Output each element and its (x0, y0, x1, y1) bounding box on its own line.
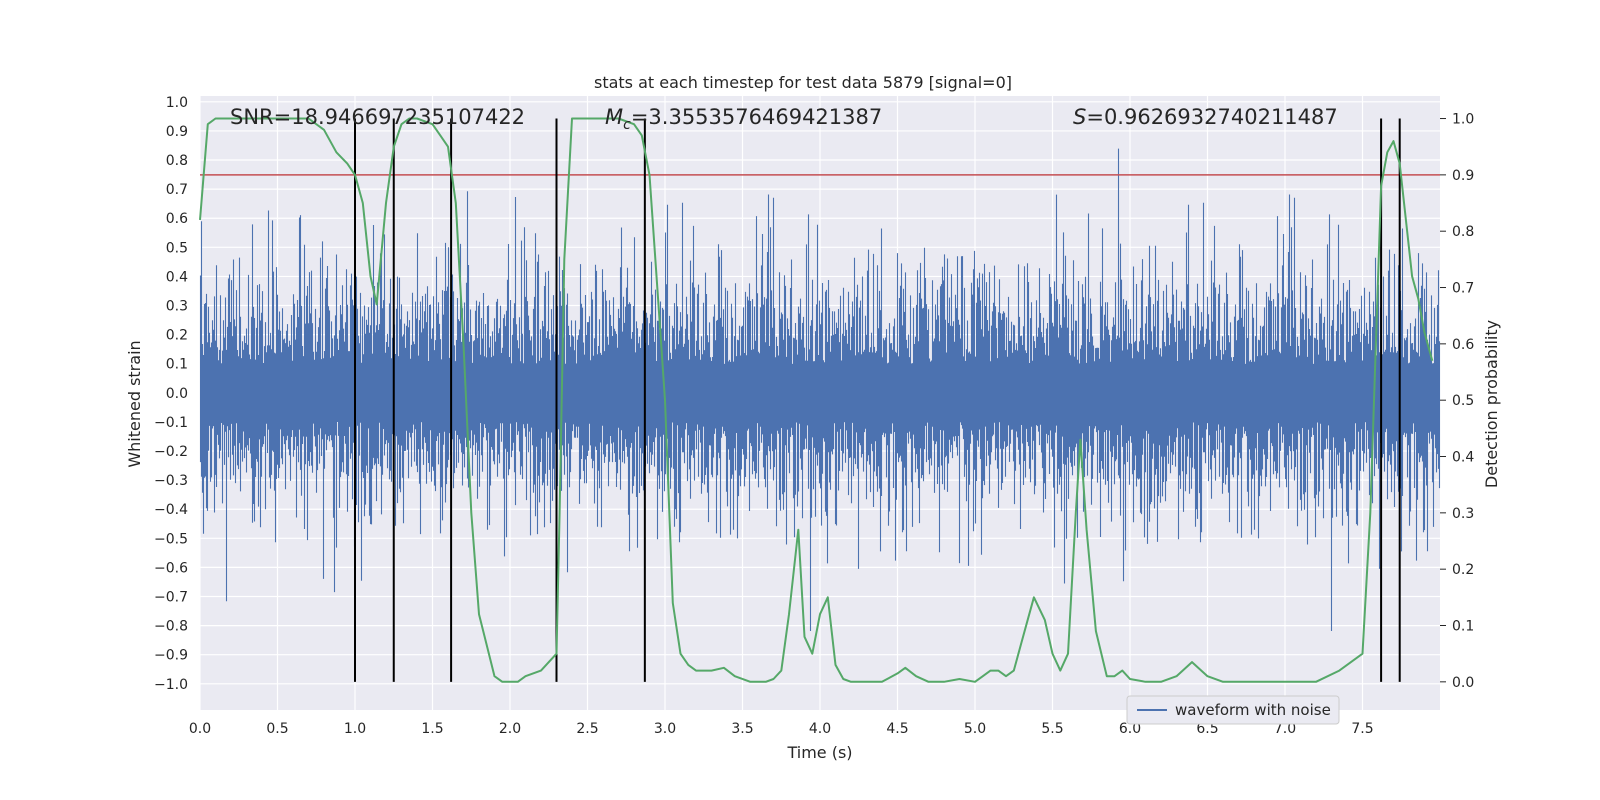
y-left-tick-label: 0.9 (166, 124, 188, 140)
legend-label: waveform with noise (1175, 701, 1331, 719)
x-tick-label: 3.0 (654, 721, 676, 737)
chirp-mass-subscript: c (623, 117, 631, 133)
probability-series (199, 117, 1434, 683)
y-left-tick-label: −0.3 (154, 473, 188, 489)
x-tick-label: 5.0 (964, 721, 986, 737)
y-right-tick-label: 0.0 (1452, 675, 1474, 691)
chart-title: stats at each timestep for test data 587… (594, 73, 1012, 92)
legend-box (1126, 695, 1340, 725)
y-left-tick-label: −0.4 (154, 502, 188, 518)
x-axis-ticks: 0.0 0.5 1.0 1.5 2.0 2.5 3.0 3.5 4.0 4.5 5.0 5.5 6.0 6… (189, 721, 1374, 737)
waveform-path (199, 148, 1441, 631)
y-left-tick-label: −0.2 (154, 444, 188, 460)
y-left-tick-label: −0.1 (154, 415, 188, 431)
probability-line (199, 117, 1434, 683)
y-right-axis-label: Detection probability (1482, 320, 1501, 488)
chirp-mass-annotation: Mc=3.3553576469421387 (605, 105, 882, 133)
waveform-series (199, 148, 1441, 631)
y-left-tick-label: 0.6 (166, 211, 188, 227)
y-left-tick-label: 0.7 (166, 182, 188, 198)
chirp-mass-value: =3.3553576469421387 (631, 105, 882, 129)
y-left-tick-label: 0.3 (166, 299, 188, 315)
y-left-tick-label: 0.5 (166, 240, 188, 256)
y-left-ticks: 1.0 0.9 0.8 0.7 0.6 0.5 0.4 0.3 0.2 0.1 0.0 −0.1 −0.… (154, 95, 188, 693)
y-right-tick-label: 0.2 (1452, 562, 1474, 578)
y-right-tick-label: 0.7 (1452, 281, 1474, 297)
x-tick-label: 1.0 (344, 721, 366, 737)
x-tick-label: 7.0 (1274, 721, 1296, 737)
x-tick-label: 1.5 (421, 721, 443, 737)
s-annotation: S=0.9626932740211487 (1073, 105, 1338, 129)
x-axis-label: Time (s) (786, 743, 852, 762)
y-left-tick-label: −0.9 (154, 648, 188, 664)
s-symbol: S (1073, 105, 1086, 129)
x-tick-label: 6.0 (1119, 721, 1141, 737)
y-left-tick-label: 1.0 (166, 95, 188, 111)
y-left-tick-label: −0.8 (154, 619, 188, 635)
s-value: =0.9626932740211487 (1086, 105, 1337, 129)
y-left-tick-label: 0.2 (166, 328, 188, 344)
y-left-tick-label: −0.6 (154, 560, 188, 576)
x-tick-label: 2.5 (576, 721, 598, 737)
y-right-tick-label: 0.4 (1452, 450, 1474, 466)
y-right-tick-label: 0.6 (1452, 337, 1474, 353)
y-left-tick-label: −0.5 (154, 531, 188, 547)
y-right-tick-label: 0.9 (1452, 168, 1474, 184)
x-tick-label: 6.5 (1196, 721, 1218, 737)
x-tick-label: 0.5 (266, 721, 288, 737)
x-tick-label: 7.5 (1351, 721, 1373, 737)
y-right-tick-label: 0.1 (1452, 619, 1474, 635)
y-right-ticks: 1.0 0.9 0.8 0.7 0.6 0.5 0.4 0.3 0.2 0.1 0.0 (1440, 112, 1474, 691)
y-left-axis-label: Whitened strain (125, 340, 144, 467)
y-left-tick-label: −1.0 (154, 677, 188, 693)
y-left-tick-label: 0.1 (166, 357, 188, 373)
x-tick-label: 4.5 (886, 721, 908, 737)
x-tick-label: 5.5 (1041, 721, 1063, 737)
y-right-tick-label: 0.8 (1452, 224, 1474, 240)
y-right-tick-label: 0.5 (1452, 393, 1474, 409)
vertical-markers (354, 118, 1401, 682)
y-right-tick-label: 0.3 (1452, 506, 1474, 522)
chirp-mass-symbol: M (605, 105, 623, 129)
x-tick-label: 3.5 (731, 721, 753, 737)
y-left-tick-label: −0.7 (154, 590, 188, 606)
x-tick-label: 2.0 (499, 721, 521, 737)
y-left-tick-label: 0.0 (166, 386, 188, 402)
x-tick-label: 4.0 (809, 721, 831, 737)
snr-annotation: SNR=18.946697235107422 (230, 105, 525, 129)
y-left-tick-label: 0.8 (166, 153, 188, 169)
x-tick-label: 0.0 (189, 721, 211, 737)
y-left-tick-label: 0.4 (166, 269, 188, 285)
y-right-tick-label: 1.0 (1452, 112, 1474, 128)
legend: waveform with noise (1126, 695, 1340, 725)
